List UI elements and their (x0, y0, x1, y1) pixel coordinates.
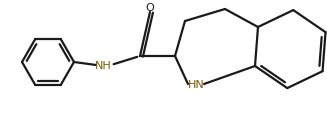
Text: HN: HN (188, 79, 204, 89)
Text: NH: NH (95, 60, 112, 70)
Text: O: O (146, 3, 154, 13)
